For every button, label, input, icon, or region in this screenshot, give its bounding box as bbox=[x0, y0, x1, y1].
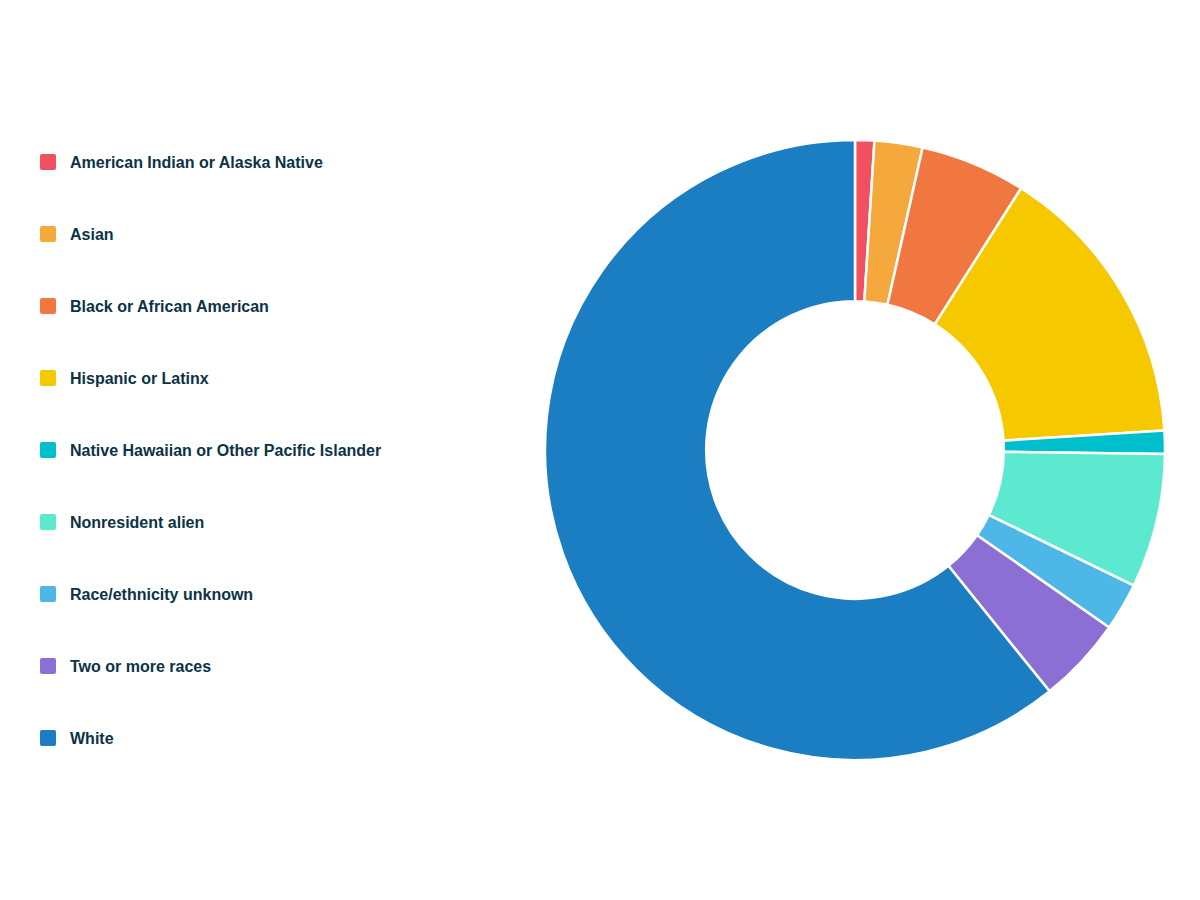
legend-item: Hispanic or Latinx bbox=[40, 370, 209, 387]
legend-item: Nonresident alien bbox=[40, 514, 204, 531]
legend-swatch bbox=[40, 298, 56, 314]
legend-label: Hispanic or Latinx bbox=[70, 370, 209, 387]
legend-swatch bbox=[40, 586, 56, 602]
legend-swatch bbox=[40, 658, 56, 674]
legend-item: White bbox=[40, 730, 114, 747]
donut bbox=[545, 140, 1165, 760]
legend-swatch bbox=[40, 154, 56, 170]
legend-swatch bbox=[40, 370, 56, 386]
legend-swatch bbox=[40, 226, 56, 242]
slice bbox=[545, 140, 1050, 760]
legend-label: Native Hawaiian or Other Pacific Islande… bbox=[70, 442, 381, 459]
slice bbox=[935, 188, 1165, 440]
legend-swatch bbox=[40, 514, 56, 530]
legend-item: Two or more races bbox=[40, 658, 211, 675]
legend-item: Native Hawaiian or Other Pacific Islande… bbox=[40, 442, 381, 459]
legend-label: Two or more races bbox=[70, 658, 211, 675]
legend-swatch bbox=[40, 442, 56, 458]
legend-swatch bbox=[40, 730, 56, 746]
legend-label: Nonresident alien bbox=[70, 514, 204, 531]
legend-item: Black or African American bbox=[40, 298, 269, 315]
legend-label: American Indian or Alaska Native bbox=[70, 154, 323, 171]
legend-label: White bbox=[70, 730, 114, 747]
chart: American Indian or Alaska Native Asian Bla… bbox=[0, 0, 1200, 900]
legend: American Indian or Alaska Native Asian Bla… bbox=[40, 154, 381, 747]
legend-item: Race/ethnicity unknown bbox=[40, 586, 253, 603]
slice bbox=[1004, 431, 1165, 454]
legend-label: Asian bbox=[70, 226, 114, 243]
legend-item: American Indian or Alaska Native bbox=[40, 154, 323, 171]
legend-label: Black or African American bbox=[70, 298, 269, 315]
legend-label: Race/ethnicity unknown bbox=[70, 586, 253, 603]
legend-item: Asian bbox=[40, 226, 114, 243]
